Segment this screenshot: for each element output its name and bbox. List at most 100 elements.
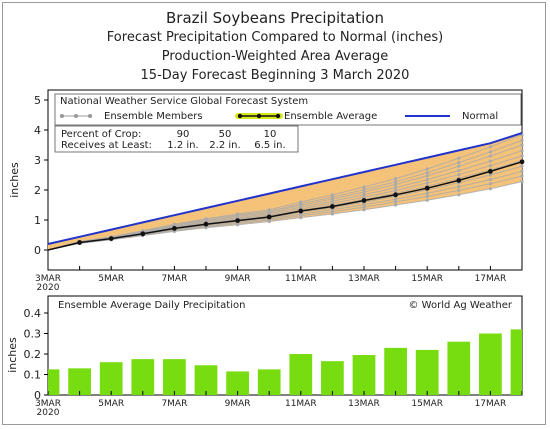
daily-precip-bar: [321, 361, 344, 395]
ensemble-member-point: [425, 191, 429, 195]
ensemble-member-point: [520, 149, 524, 153]
top-y-tick-label: 4: [34, 124, 41, 137]
bottom-y-tick-label: 0: [34, 389, 41, 402]
ensemble-member-point: [425, 181, 429, 185]
bottom-x-tick-label: 11MAR: [285, 399, 317, 409]
legend-members-marker: [60, 114, 64, 118]
legend-members-marker: [88, 114, 92, 118]
top-y-tick-label: 2: [34, 184, 41, 197]
ensemble-member-point: [394, 177, 398, 181]
legend-members-marker: [74, 114, 78, 118]
ensemble-member-point: [520, 169, 524, 173]
legend-average-label: Ensemble Average: [284, 111, 377, 122]
ensemble-member-point: [330, 212, 334, 216]
legend-average-marker: [275, 113, 281, 119]
normal-line: [47, 132, 523, 245]
amount-row-label: Receives at Least:: [61, 140, 152, 151]
ensemble-average-point: [393, 192, 398, 198]
ensemble-member-point: [457, 156, 461, 160]
ensemble-average-point: [488, 169, 493, 174]
ensemble-average-point: [330, 204, 335, 209]
bottom-x-tick-label: 5MAR: [98, 399, 124, 409]
ensemble-member-point: [457, 173, 461, 177]
ensemble-member-point: [520, 180, 524, 184]
top-y-tick-label: 5: [34, 94, 41, 107]
ensemble-member-point: [362, 203, 366, 207]
ensemble-member-point: [362, 205, 366, 209]
top-y-tick-label: 1: [34, 214, 41, 227]
top-x-tick-label: 3MAR: [35, 274, 61, 284]
daily-precip-bar: [510, 329, 522, 395]
ensemble-average-point: [203, 221, 209, 227]
daily-precip-bar: [131, 359, 155, 395]
chart-title: Brazil Soybeans Precipitation: [166, 9, 384, 27]
ensemble-member-point: [457, 160, 461, 165]
ensemble-member-point: [488, 150, 492, 154]
ensemble-member-point: [362, 195, 366, 199]
daily-precip-bar: [384, 347, 407, 395]
bottom-y-tick-label: 0.4: [24, 307, 42, 320]
ensemble-member-point: [520, 138, 524, 143]
ensemble-member-point: [204, 217, 208, 221]
legend-average-marker: [237, 113, 243, 119]
ensemble-member-point: [520, 174, 524, 178]
top-x-tick-label: 5MAR: [98, 274, 124, 284]
ensemble-member-point: [457, 185, 461, 189]
ensemble-member-point: [457, 169, 461, 173]
ensemble-average-point: [77, 240, 82, 245]
legend-average-marker: [256, 113, 262, 119]
ensemble-member-point: [362, 185, 366, 189]
ensemble-average-point: [519, 159, 525, 165]
ensemble-member-point: [488, 182, 492, 186]
ensemble-member-point: [394, 185, 398, 190]
ensemble-member-point: [488, 173, 492, 177]
ensemble-member-point: [394, 197, 398, 201]
ensemble-member-point: [488, 164, 492, 168]
ensemble-member-point: [488, 145, 492, 149]
ensemble-member-point: [425, 194, 429, 199]
ensemble-member-point: [330, 199, 334, 203]
top-y-axis-label: inches: [8, 162, 21, 198]
percent-value: 90: [177, 129, 190, 140]
ensemble-member-point: [172, 222, 176, 226]
bottom-y-tick-label: 0.1: [24, 369, 42, 382]
amount-value: 2.2 in.: [209, 140, 240, 151]
ensemble-member-point: [362, 193, 366, 197]
ensemble-member-point: [488, 177, 492, 182]
top-y-tick-label: 0: [34, 244, 41, 257]
daily-precip-bar: [99, 362, 123, 395]
percent-row-label: Percent of Crop:: [61, 129, 141, 140]
ensemble-average-line: [47, 161, 523, 251]
ensemble-average-point: [361, 198, 367, 203]
daily-precip-bar: [447, 341, 471, 395]
ensemble-member-point: [299, 200, 303, 204]
bottom-x-tick-sublabel: 2020: [37, 408, 60, 418]
top-x-tick-label: 15MAR: [411, 274, 443, 284]
ensemble-average-point: [235, 218, 241, 224]
ensemble-member-point: [457, 188, 461, 193]
ensemble-member-point: [488, 159, 492, 163]
daily-precip-bar: [68, 368, 91, 395]
percent-value: 10: [264, 129, 277, 140]
ensemble-member-point: [457, 164, 461, 168]
ensemble-member-point: [520, 154, 524, 158]
daily-precip-bar: [479, 333, 502, 395]
daily-precip-bar: [257, 369, 281, 395]
top-x-tick-label: 7MAR: [161, 274, 187, 284]
daily-precip-bar: [352, 355, 376, 395]
ensemble-member-point: [520, 143, 524, 147]
amount-value: 6.5 in.: [254, 140, 285, 151]
ensemble-member-point: [236, 212, 240, 216]
ensemble-member-point: [362, 190, 366, 194]
bottom-y-axis-label: inches: [6, 337, 19, 373]
ensemble-member-point: [330, 195, 334, 199]
ensemble-member-point: [488, 154, 492, 158]
bottom-panel-title: Ensemble Average Daily Precipitation: [58, 300, 245, 311]
crop-percent-table: [54, 125, 299, 153]
top-y-tick-label: 3: [34, 154, 41, 167]
daily-precip-bar: [289, 354, 313, 395]
daily-precip-bar: [163, 359, 186, 395]
